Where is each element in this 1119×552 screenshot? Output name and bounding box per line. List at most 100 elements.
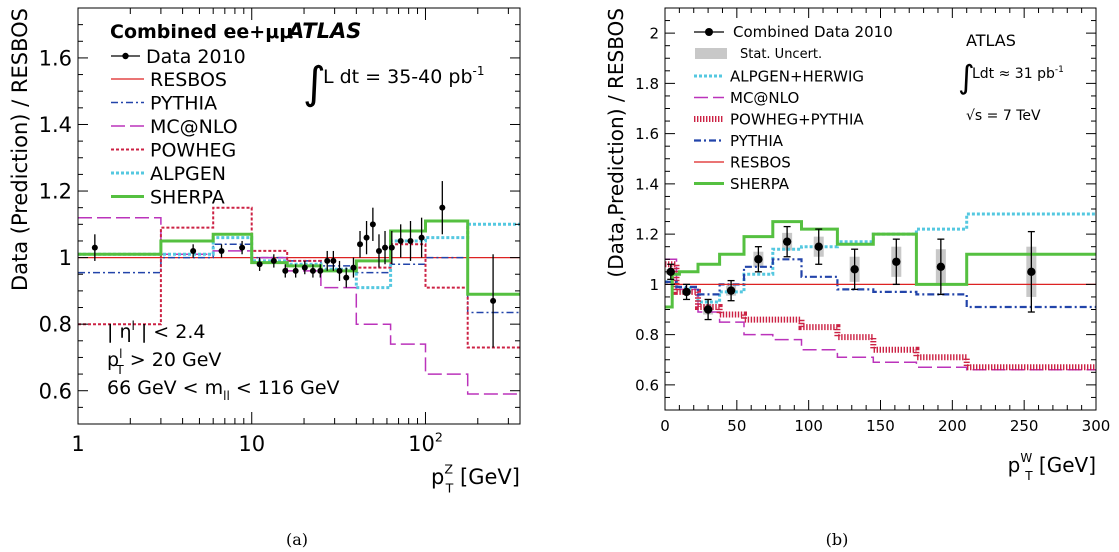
y-tick-label: 1 bbox=[649, 276, 659, 294]
cut-label: 66 GeV < mll < 116 GeV bbox=[107, 377, 340, 403]
data-point bbox=[292, 267, 299, 274]
x-tick-base: 10 bbox=[408, 432, 435, 456]
cut-rest: < 116 GeV bbox=[230, 377, 340, 399]
data-point bbox=[388, 244, 395, 251]
x-tick-label: 1 bbox=[71, 432, 84, 456]
data-point bbox=[336, 267, 343, 274]
x-tick-label: 50 bbox=[727, 417, 746, 435]
legend-b: Combined Data 2010 Stat. Uncert. ALPGEN+HE… bbox=[694, 23, 1064, 193]
luminosity-text: Ldt ≈ 31 pb bbox=[972, 66, 1055, 82]
data-point bbox=[754, 255, 763, 264]
legend-label-alpgen-herwig: ALPGEN+HERWIG bbox=[730, 67, 864, 85]
x-tick-label: 300 bbox=[1082, 417, 1111, 435]
series-sherpa bbox=[665, 220, 1096, 309]
plot-area bbox=[665, 212, 1096, 371]
plot-area bbox=[78, 181, 520, 395]
data-point bbox=[218, 247, 225, 254]
data-point bbox=[301, 264, 308, 271]
y-tick-label: 0.6 bbox=[635, 376, 659, 394]
luminosity-label: L dt = 35-40 pb-1 bbox=[323, 64, 484, 88]
data-point bbox=[343, 274, 350, 281]
energy-label: √s = 7 TeV bbox=[966, 108, 1041, 124]
data-point bbox=[91, 244, 98, 251]
data-point bbox=[418, 234, 425, 241]
cut-label: | ηl | < 2.4 bbox=[107, 319, 205, 343]
x-tick-label: 0 bbox=[660, 417, 670, 435]
panel-caption-a: (a) bbox=[286, 530, 308, 549]
y-axis-title: (Data,Prediction) / RESBOS bbox=[604, 8, 628, 278]
cut-sup: l bbox=[131, 319, 134, 333]
y-tick-label: 2 bbox=[649, 25, 659, 43]
panel-b: 0.6 0.8 1 1.2 1.4 1.6 1.8 2 0 50 100 150 200 250 300 (D… bbox=[604, 7, 1111, 549]
data-point bbox=[682, 287, 691, 297]
integral-sign: ∫ bbox=[958, 58, 975, 96]
legend-label-resbos: RESBOS bbox=[150, 69, 227, 91]
data-point bbox=[726, 286, 736, 295]
series-alpgen bbox=[78, 222, 520, 290]
data-point bbox=[324, 257, 331, 264]
y-tick-label: 0.8 bbox=[635, 326, 659, 344]
y-tick-label: 1.2 bbox=[39, 180, 72, 204]
x-tick-label: 102 bbox=[408, 430, 443, 456]
y-tick-label: 0.6 bbox=[39, 379, 72, 403]
data-point bbox=[439, 204, 446, 211]
data-point bbox=[317, 267, 324, 274]
legend-label-mc-nlo: MC@NLO bbox=[730, 89, 799, 107]
data-point bbox=[490, 297, 497, 304]
y-tick-label: 0.8 bbox=[39, 313, 72, 337]
data-point bbox=[369, 221, 376, 228]
cut-rest: > 20 GeV bbox=[124, 349, 222, 371]
cut-main: 66 GeV < m bbox=[107, 377, 223, 399]
y-tick-label: 1.4 bbox=[635, 175, 659, 193]
data-point bbox=[382, 244, 389, 251]
legend-swatch-stat bbox=[695, 48, 727, 59]
x-axis-title: pZ T [GeV] bbox=[431, 462, 520, 496]
data-point bbox=[397, 237, 404, 244]
data-point bbox=[407, 237, 414, 244]
cut-rest: | < 2.4 bbox=[135, 321, 206, 343]
series-mc-nlo bbox=[665, 258, 1096, 371]
y-tick-label: 1.6 bbox=[635, 125, 659, 143]
data-point bbox=[666, 267, 675, 277]
luminosity-label: Ldt ≈ 31 pb-1 bbox=[972, 65, 1064, 82]
data-point bbox=[270, 257, 277, 264]
cut-main: | η bbox=[107, 321, 131, 343]
x-tick-label: 250 bbox=[1010, 417, 1039, 435]
legend-label-alpgen: ALPGEN bbox=[150, 163, 226, 185]
y-axis-title: Data (Prediction) / RESBOS bbox=[8, 8, 32, 291]
integral-sign: ∫ bbox=[303, 58, 326, 109]
legend-swatch-data-marker bbox=[122, 52, 129, 60]
data-point bbox=[1027, 267, 1036, 277]
legend-label-sherpa: SHERPA bbox=[730, 175, 790, 193]
data-point bbox=[330, 257, 337, 264]
y-tick-label: 1.4 bbox=[39, 113, 72, 137]
legend-label-data: Combined Data 2010 bbox=[733, 23, 893, 41]
data-point bbox=[703, 305, 713, 314]
legend-label-resbos: RESBOS bbox=[730, 153, 791, 171]
x-axis-title-unit: [GeV] bbox=[453, 465, 520, 489]
data-point bbox=[309, 267, 316, 274]
legend-label-mc-nlo: MC@NLO bbox=[150, 116, 238, 138]
legend-header: Combined ee+μμ bbox=[110, 21, 293, 43]
data-point bbox=[190, 247, 197, 254]
cut-sub: T bbox=[115, 363, 124, 377]
data-point bbox=[357, 241, 364, 248]
plot-frame bbox=[77, 7, 521, 425]
data-point bbox=[782, 237, 792, 246]
y-tick-label: 1.2 bbox=[635, 226, 659, 244]
data-point bbox=[892, 257, 901, 266]
legend-label-powheg: POWHEG bbox=[150, 139, 236, 161]
legend-label-sherpa: SHERPA bbox=[150, 186, 225, 208]
cut-sup: l bbox=[119, 347, 122, 361]
x-tick-exponent: 2 bbox=[435, 430, 443, 445]
x-axis-title-main: p bbox=[1008, 453, 1021, 477]
x-axis-title-sup: W bbox=[1020, 451, 1032, 465]
luminosity-exponent: -1 bbox=[473, 64, 485, 78]
y-tick-label: 1.6 bbox=[39, 46, 72, 70]
legend-label-stat: Stat. Uncert. bbox=[740, 47, 822, 62]
cut-main: p bbox=[107, 349, 119, 371]
legend-label-pythia: PYTHIA bbox=[730, 132, 784, 150]
